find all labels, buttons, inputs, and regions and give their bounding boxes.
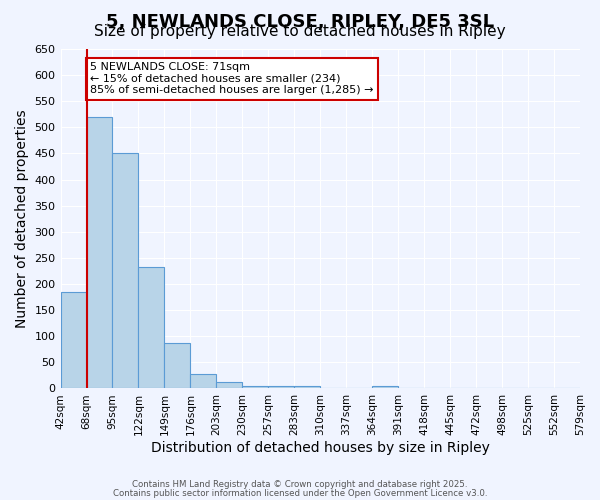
Bar (61, 292, 86, 388)
Bar (372, 386, 398, 388)
Bar (268, 386, 294, 388)
X-axis label: Distribution of detached houses by size in Ripley: Distribution of detached houses by size … (151, 441, 490, 455)
Bar (190, 374, 217, 388)
Text: Size of property relative to detached houses in Ripley: Size of property relative to detached ho… (94, 24, 506, 39)
Bar (217, 382, 242, 388)
Text: 5, NEWLANDS CLOSE, RIPLEY, DE5 3SL: 5, NEWLANDS CLOSE, RIPLEY, DE5 3SL (106, 12, 494, 30)
Text: Contains HM Land Registry data © Crown copyright and database right 2025.: Contains HM Land Registry data © Crown c… (132, 480, 468, 489)
Bar (242, 386, 268, 388)
Bar (86, 117, 112, 388)
Text: Contains public sector information licensed under the Open Government Licence v3: Contains public sector information licen… (113, 488, 487, 498)
Bar (294, 386, 320, 388)
Bar (139, 268, 164, 388)
Bar (164, 342, 190, 388)
Text: 5 NEWLANDS CLOSE: 71sqm
← 15% of detached houses are smaller (234)
85% of semi-d: 5 NEWLANDS CLOSE: 71sqm ← 15% of detache… (91, 62, 374, 96)
Bar (112, 154, 139, 388)
Y-axis label: Number of detached properties: Number of detached properties (15, 110, 29, 328)
